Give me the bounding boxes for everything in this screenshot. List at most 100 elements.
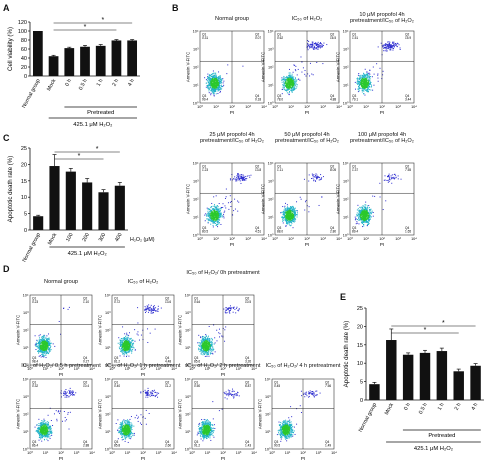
scatter-point (362, 80, 363, 81)
scatter-point (155, 307, 156, 308)
scatter-point (144, 310, 145, 311)
scatter-point (148, 304, 149, 305)
scatter-point (43, 339, 44, 340)
scatter-point (130, 349, 131, 350)
y-tick-label: 10¹ (343, 83, 349, 87)
scatter-point (147, 306, 148, 307)
scatter-point (370, 90, 371, 91)
y-tick-label: 10⁴ (23, 294, 29, 297)
scatter-point (38, 347, 39, 348)
scatter-point (360, 211, 361, 212)
scatter-point (313, 176, 314, 177)
scatter-point (323, 43, 324, 44)
scatter-point (307, 43, 308, 44)
scatter-point (318, 44, 319, 45)
scatter-point (363, 206, 364, 207)
y-tick-label: 5 (360, 380, 363, 386)
scatter-point (211, 342, 212, 343)
scatter-point (290, 215, 291, 216)
scatter-point (390, 49, 391, 50)
scatter-point (318, 177, 319, 178)
scatter-point (359, 210, 360, 211)
scatter-point (386, 50, 387, 51)
scatter-point (296, 88, 297, 89)
scatter-point (125, 348, 126, 349)
scatter-point (294, 219, 295, 220)
scatter-point (216, 82, 217, 83)
scatter-point (362, 221, 363, 222)
scatter-point (155, 329, 156, 330)
scatter-point (218, 332, 219, 333)
scatter-point (373, 212, 374, 213)
y-axis-label: Cell viability (%) (7, 27, 14, 71)
flow-plot-title: IC₅₀ of H₂O₂/ 0h pretreatment (178, 270, 268, 276)
scatter-point (44, 341, 45, 342)
scatter-point (285, 215, 286, 216)
scatter-point (224, 211, 225, 212)
scatter-point (147, 309, 148, 310)
scatter-point (366, 216, 367, 217)
scatter-point (213, 94, 214, 95)
scatter-point (400, 49, 401, 50)
scatter-point (379, 68, 380, 69)
scatter-point (123, 353, 124, 354)
bar (49, 56, 59, 76)
scatter-point (363, 78, 364, 79)
scatter-point (48, 344, 49, 345)
scatter-point (381, 43, 382, 44)
x-axis-label: PI (305, 110, 309, 115)
x-tick-label: 10⁰ (197, 237, 203, 241)
scatter-point (308, 41, 309, 42)
y-axis-label: Annexin V-FITC (186, 184, 191, 214)
scatter-point (295, 70, 296, 71)
scatter-point (215, 77, 216, 78)
scatter-point (370, 84, 371, 85)
scatter-point (363, 211, 364, 212)
scatter-point (223, 81, 224, 82)
scatter-point (310, 63, 311, 64)
y-tick-label: 0 (360, 398, 363, 404)
scatter-point (303, 67, 304, 68)
scatter-point (211, 203, 212, 204)
scatter-point (208, 351, 209, 352)
scatter-point (242, 66, 243, 67)
scatter-point (363, 77, 364, 78)
scatter-point (368, 214, 369, 215)
x-tick-label: 10² (229, 105, 235, 109)
scatter-point (150, 333, 151, 334)
quadrant-value: 7.55 (405, 168, 411, 172)
scatter-point (357, 81, 358, 82)
scatter-point (400, 47, 401, 48)
scatter-point (216, 219, 217, 220)
scatter-point (283, 87, 284, 88)
scatter-point (211, 211, 212, 212)
scatter-point (285, 210, 286, 211)
scatter-point (311, 178, 312, 179)
quadrant-value: 1.11 (277, 168, 283, 172)
scatter-point (286, 225, 287, 226)
scatter-point (226, 307, 227, 308)
scatter-point (363, 215, 364, 216)
scatter-point (204, 215, 205, 216)
scatter-point (282, 221, 283, 222)
scatter-point (323, 45, 324, 46)
y-tick-label: 10⁰ (343, 101, 349, 105)
scatter-point (45, 343, 46, 344)
scatter-point (290, 87, 291, 88)
scatter-point (294, 214, 295, 215)
scatter-point (214, 217, 215, 218)
y-axis-label: Annexin V-FITC (186, 52, 191, 82)
scatter-point (42, 345, 43, 346)
scatter-point (126, 338, 127, 339)
scatter-point (40, 348, 41, 349)
scatter-point (213, 90, 214, 91)
scatter-point (288, 82, 289, 83)
scatter-point (216, 209, 217, 210)
scatter-point (158, 306, 159, 307)
y-tick-label: 20 (21, 65, 27, 71)
scatter-point (284, 212, 285, 213)
scatter-point (223, 309, 224, 310)
scatter-point (320, 45, 321, 46)
scatter-point (356, 218, 357, 219)
x-tick-label: 10¹ (288, 237, 294, 241)
